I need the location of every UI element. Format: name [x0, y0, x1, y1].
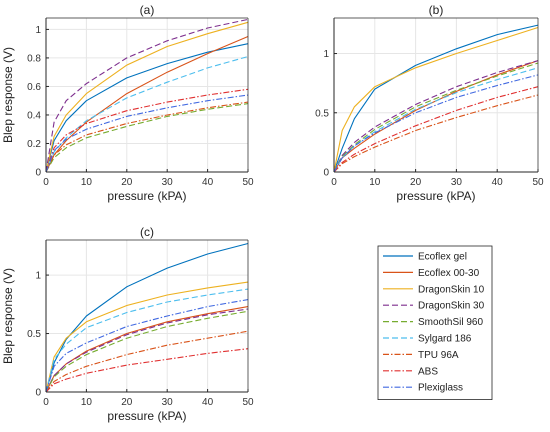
series-line-dragonskin-30	[333, 60, 539, 173]
x-tick-label: 40	[202, 397, 214, 408]
series-line-smoothsil-960	[45, 103, 249, 173]
legend-label: TPU 96A	[418, 350, 459, 361]
x-tick-label: 40	[492, 177, 504, 188]
y-tick-label: 0	[35, 168, 41, 179]
series-line-sylgard-186	[45, 288, 249, 393]
legend-label: SmoothSil 960	[418, 317, 483, 328]
legend: Ecoflex gel Ecoflex 00-30 DragonSkin 10 Dra…	[377, 245, 493, 401]
series-line-abs	[333, 86, 539, 173]
series-line-abs	[45, 88, 249, 173]
x-tick-label: 10	[81, 177, 93, 188]
y-tick-label: 0.6	[27, 82, 41, 93]
x-axis-title: pressure (kPA)	[396, 189, 475, 203]
plot-area	[46, 240, 248, 392]
series-line-tpu-96a	[333, 94, 539, 173]
x-tick-label: 0	[43, 397, 49, 408]
x-tick-label: 50	[242, 397, 254, 408]
legend-label: Sylgard 186	[418, 334, 472, 345]
panel-title: (c)	[140, 225, 154, 239]
y-tick-label: 0	[35, 388, 41, 399]
panel-title: (b)	[429, 3, 444, 17]
series-line-tpu-96a	[45, 101, 249, 173]
y-axis-title: Blep response (V)	[1, 47, 15, 143]
x-tick-label: 20	[121, 397, 133, 408]
series-line-tpu-96a	[45, 330, 249, 393]
series-line-sylgard-186	[45, 55, 249, 173]
x-tick-label: 30	[162, 177, 174, 188]
legend-label: DragonSkin 30	[418, 301, 485, 312]
chart-panel-2: 0 10 20 30 40 50 0 0.5 1 (c) pressure (kPA) Blep re…	[1, 225, 254, 423]
x-tick-label: 50	[242, 177, 254, 188]
y-tick-label: 0.5	[315, 108, 329, 119]
legend-label: Ecoflex gel	[418, 252, 467, 263]
series-line-dragonskin-10	[45, 281, 249, 393]
x-tick-label: 30	[451, 177, 463, 188]
series-line-dragonskin-10	[333, 26, 539, 173]
y-tick-label: 0.4	[27, 110, 41, 121]
series-line-ecoflex-gel	[45, 242, 249, 393]
series-line-ecoflex-00-30	[45, 35, 249, 173]
plot-area	[46, 18, 248, 172]
series-line-dragonskin-30	[45, 18, 249, 173]
x-tick-label: 20	[121, 177, 133, 188]
x-axis-title: pressure (kPA)	[107, 189, 186, 203]
series-line-sylgard-186	[333, 67, 539, 173]
y-tick-label: 0.2	[27, 139, 41, 150]
legend-label: ABS	[418, 366, 438, 377]
series-line-plexiglass	[45, 299, 249, 393]
y-axis-title: Blep response (V)	[1, 268, 15, 364]
x-tick-label: 10	[369, 177, 381, 188]
chart-panel-1: 0 10 20 30 40 50 0 0.5 1 (b) pressure (kPA)	[315, 3, 544, 203]
series-line-dragonskin-10	[45, 21, 249, 173]
y-tick-label: 1	[323, 49, 329, 60]
legend-label: Ecoflex 00-30	[418, 268, 480, 279]
x-tick-label: 0	[331, 177, 337, 188]
y-tick-label: 0	[323, 168, 329, 179]
y-tick-label: 1	[35, 271, 41, 282]
y-tick-label: 0.5	[27, 329, 41, 340]
legend-label: Plexiglass	[418, 383, 463, 394]
x-tick-label: 40	[202, 177, 214, 188]
series-line-smoothsil-960	[333, 62, 539, 173]
legend-label: DragonSkin 10	[418, 284, 485, 295]
series-line-ecoflex-gel	[45, 43, 249, 173]
series-line-dragonskin-30	[45, 308, 249, 393]
x-tick-label: 10	[81, 397, 93, 408]
x-tick-label: 30	[162, 397, 174, 408]
x-tick-label: 20	[410, 177, 422, 188]
y-tick-label: 1	[35, 25, 41, 36]
panel-title: (a)	[140, 3, 155, 17]
x-tick-label: 0	[43, 177, 49, 188]
chart-panel-0: 0 10 20 30 40 50 0 0.2 0.4 0.6 0.8 1 (a) pressure (kP…	[1, 3, 254, 203]
legend-box	[377, 245, 493, 401]
y-tick-label: 0.8	[27, 53, 41, 64]
series-line-smoothsil-960	[45, 310, 249, 393]
series-line-abs	[45, 348, 249, 393]
x-axis-title: pressure (kPA)	[107, 409, 186, 423]
series-line-plexiglass	[45, 94, 249, 173]
x-tick-label: 50	[532, 177, 544, 188]
